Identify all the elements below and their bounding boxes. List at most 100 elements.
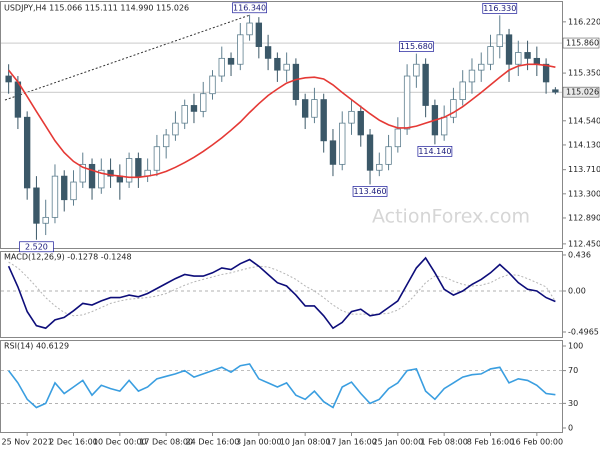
y-tick-label: 116.220 (568, 17, 600, 26)
price-label: 115.860 (566, 39, 599, 48)
series-line (7, 363, 556, 409)
candle-body (255, 22, 263, 47)
candle-body (264, 46, 272, 59)
candle-body (450, 99, 457, 118)
y-tick-label: 112.890 (568, 213, 600, 222)
candle-body (301, 99, 309, 118)
candle-body (227, 57, 235, 65)
candle-body (237, 34, 244, 65)
y-tick-label: 114.540 (568, 116, 600, 125)
y-tick-label: 0.00 (568, 286, 586, 295)
x-tick-label: 1 Feb 08:00 (420, 438, 467, 447)
candle-body (552, 89, 559, 93)
candle-body (98, 169, 105, 189)
annotation-box (482, 3, 518, 14)
annotation-label: 2.520 (25, 242, 48, 251)
y-tick-label: 114.130 (568, 140, 600, 149)
macd-title: MACD(12,26,9) -0.1278 -0.1248 (4, 253, 132, 262)
candle-body (135, 158, 142, 177)
candle-body (61, 175, 68, 201)
x-tick-label: 3 Jan 00:00 (236, 438, 282, 447)
annotation-box (232, 2, 267, 14)
x-tick-label: 10 Jan 08:00 (280, 438, 331, 447)
x-tick-label: 2 Dec 16:00 (49, 438, 98, 447)
x-tick-label: 25 Nov 2021 (2, 438, 53, 447)
annotation-box (19, 241, 54, 253)
candle-body (339, 122, 346, 165)
price-label-box (562, 37, 600, 49)
y-tick-label: 100 (568, 341, 583, 350)
candle-body (440, 116, 448, 136)
annotation-box (399, 41, 434, 52)
candle-body (125, 158, 133, 183)
price-label: 115.026 (566, 88, 599, 97)
x-tick-label: 16 Feb 00:00 (511, 438, 563, 447)
candle-body (413, 63, 420, 77)
annotation-box (352, 186, 388, 197)
annotation-label: 114.140 (418, 147, 451, 156)
candle-body (190, 105, 198, 112)
candle-body (478, 63, 485, 71)
candle-body (496, 34, 503, 47)
candle-body (329, 140, 337, 165)
candle-body (542, 63, 550, 83)
price-panel (0, 1, 563, 249)
x-tick-label: 25 Jan 00:00 (373, 438, 424, 447)
candle-body (162, 134, 170, 148)
y-tick-label: 0 (568, 423, 573, 432)
x-tick-label: 17 Dec 08:00 (139, 438, 193, 447)
trend-line (4, 14, 251, 101)
macd-panel (0, 251, 563, 338)
candle-body (487, 46, 494, 65)
candle-body (348, 110, 355, 124)
candle-body (172, 122, 179, 136)
candle-body (79, 163, 86, 183)
series-line (7, 63, 556, 179)
candle-body (533, 57, 541, 65)
candle-body (403, 75, 411, 130)
rsi-title: RSI(14) 40.6129 (4, 342, 69, 351)
x-tick-label: 17 Jan 16:00 (326, 438, 377, 447)
candle-body (14, 81, 22, 118)
candle-body (209, 75, 216, 95)
annotation-label: 116.330 (483, 4, 516, 13)
y-tick-label: 115.350 (568, 69, 600, 78)
series-line (8, 261, 556, 317)
y-tick-label: 0.436 (568, 250, 591, 259)
candle-body (292, 63, 300, 100)
candle-body (23, 116, 31, 189)
candle-body (33, 187, 40, 224)
annotation-box (417, 145, 453, 157)
annotation-label: 113.460 (353, 187, 386, 196)
candle-body (385, 146, 392, 165)
candle-body (311, 99, 318, 118)
candle-body (524, 52, 531, 59)
header: USDJPY,H4 115.066 115.111 114.990 115.02… (4, 4, 189, 13)
candle-body (5, 75, 12, 83)
x-tick-label: 24 Dec 16:00 (186, 438, 240, 447)
y-tick-label: 113.300 (568, 189, 600, 198)
y-tick-label: 30 (568, 399, 578, 408)
candle-body (200, 93, 207, 112)
candle-body (459, 81, 466, 100)
candle-body (153, 146, 161, 171)
candle-body (366, 134, 374, 171)
annotation-label: 115.680 (400, 42, 433, 51)
x-tick-label: 8 Feb 16:00 (467, 438, 514, 447)
candle-body (283, 63, 290, 71)
candle-body (505, 34, 513, 65)
annotation-label: 116.340 (233, 3, 266, 12)
candle-body (468, 69, 476, 83)
watermark: ActionForex.com (372, 206, 530, 228)
candle-body (42, 216, 49, 224)
candle-body (515, 52, 522, 65)
y-tick-label: 113.710 (568, 165, 600, 174)
candle-body (51, 175, 59, 218)
candle-body (274, 57, 281, 71)
candle-body (357, 110, 364, 136)
candle-body (320, 99, 327, 142)
candle-body (394, 128, 402, 148)
candle-body (107, 169, 114, 177)
y-tick-label: 112.450 (568, 239, 600, 248)
